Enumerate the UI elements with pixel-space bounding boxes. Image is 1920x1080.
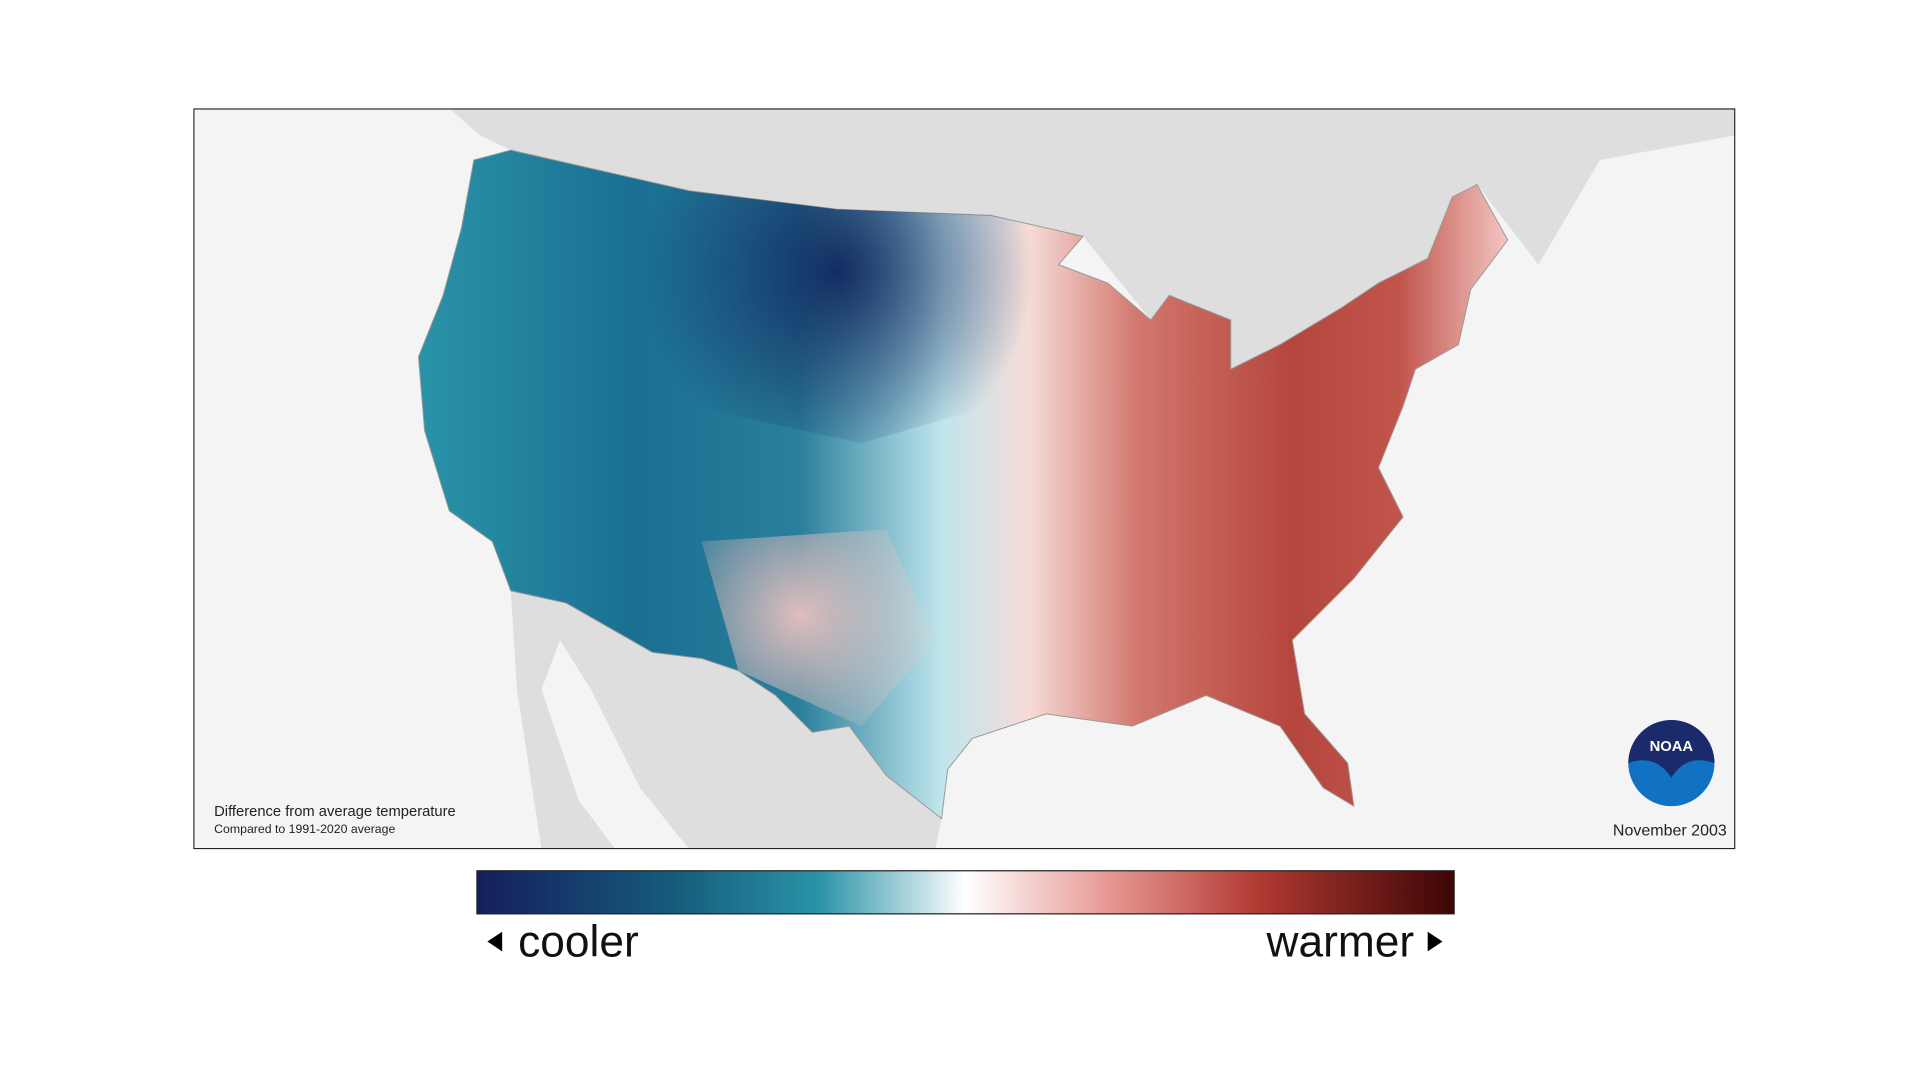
right-arrow (1427, 931, 1443, 952)
left-arrow (487, 931, 503, 952)
noaa-logo: NOAA (1628, 720, 1715, 807)
mexico (510, 590, 942, 850)
legend-low: cooler (518, 917, 639, 966)
map-panel: NOAA Difference from average temperature… (193, 108, 1736, 850)
cold-area (510, 150, 1084, 444)
legend-high: warmer (1265, 917, 1414, 966)
logo-text: NOAA (1650, 739, 1694, 755)
caption: Difference from average temperature (214, 804, 456, 820)
color-bar (476, 870, 1455, 915)
legend: cooler warmer (476, 870, 1455, 966)
canada (449, 108, 1736, 370)
subcaption: Compared to 1991-2020 average (214, 822, 395, 836)
map-border (193, 108, 1736, 850)
date: November 2003 (1613, 823, 1727, 840)
warm-area (701, 529, 936, 727)
